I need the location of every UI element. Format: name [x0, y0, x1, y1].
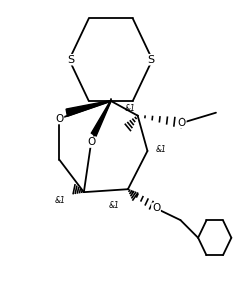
Text: &1: &1 — [124, 104, 135, 113]
Text: &1: &1 — [156, 145, 167, 154]
Text: &1: &1 — [108, 201, 119, 210]
Text: O: O — [55, 114, 63, 123]
Text: O: O — [152, 203, 160, 213]
Text: &1: &1 — [55, 197, 65, 205]
Polygon shape — [66, 100, 111, 116]
Polygon shape — [91, 101, 111, 136]
Text: S: S — [67, 55, 74, 65]
Text: O: O — [87, 137, 95, 147]
Text: S: S — [148, 55, 155, 65]
Text: O: O — [178, 118, 186, 128]
